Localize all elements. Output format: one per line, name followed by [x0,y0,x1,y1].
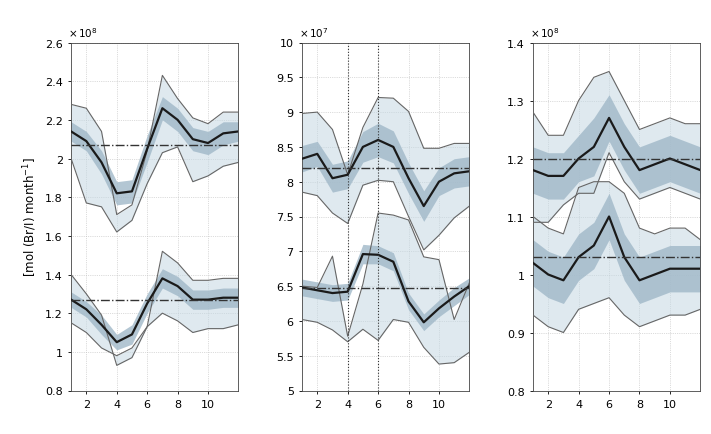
Y-axis label: [mol (Br/I) month$^{-1}$]: [mol (Br/I) month$^{-1}$] [22,157,39,277]
Text: $\times\,10^{8}$: $\times\,10^{8}$ [68,26,97,40]
Text: $\times\,10^{8}$: $\times\,10^{8}$ [530,26,560,40]
Text: $\times\,10^{7}$: $\times\,10^{7}$ [299,26,328,40]
